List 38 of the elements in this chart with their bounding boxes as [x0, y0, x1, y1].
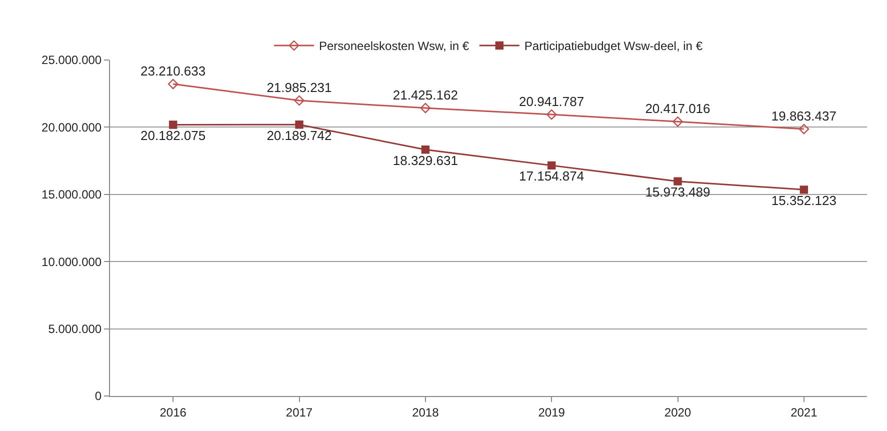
legend-label: Personeelskosten Wsw, in € [319, 39, 470, 54]
legend-label: Participatiebudget Wsw-deel, in € [524, 39, 703, 54]
data-label: 21.425.162 [392, 87, 458, 102]
x-tick-label: 2018 [412, 405, 440, 420]
point [674, 177, 682, 186]
y-tick-label: 10.000.000 [42, 254, 102, 269]
y-tick-label: 20.000.000 [42, 120, 102, 134]
x-tick-label: 2016 [160, 405, 187, 420]
data-label: 20.941.787 [519, 94, 584, 109]
y-tick-label: 15.000.000 [42, 188, 102, 202]
x-tick-label: 2019 [538, 405, 566, 420]
point [546, 109, 557, 120]
data-label: 20.182.075 [140, 128, 206, 143]
point [547, 161, 556, 170]
y-tick-label: 0 [94, 389, 102, 404]
point [295, 120, 304, 129]
point [168, 120, 178, 129]
data-label: 19.863.437 [771, 108, 836, 124]
data-label: 21.985.231 [266, 80, 332, 95]
point [672, 116, 683, 127]
point [420, 102, 431, 114]
point [800, 186, 808, 194]
x-tick-label: 2017 [286, 405, 313, 420]
data-label: 15.352.123 [771, 192, 836, 208]
data-label: 15.973.489 [645, 184, 710, 200]
x-tick-label: 2021 [790, 405, 818, 420]
y-tick-label: 5.000.000 [48, 322, 102, 336]
data-label: 20.189.742 [266, 128, 332, 143]
x-tick-label: 2020 [664, 405, 692, 420]
point [168, 78, 178, 90]
data-label: 17.154.874 [519, 168, 584, 184]
data-label: 23.210.633 [140, 63, 206, 78]
point [798, 124, 810, 134]
point [294, 95, 304, 106]
data-label: 18.329.631 [392, 152, 458, 168]
point [421, 146, 430, 154]
y-tick-label: 25.000.000 [42, 53, 102, 68]
data-label: 20.417.016 [645, 100, 710, 116]
